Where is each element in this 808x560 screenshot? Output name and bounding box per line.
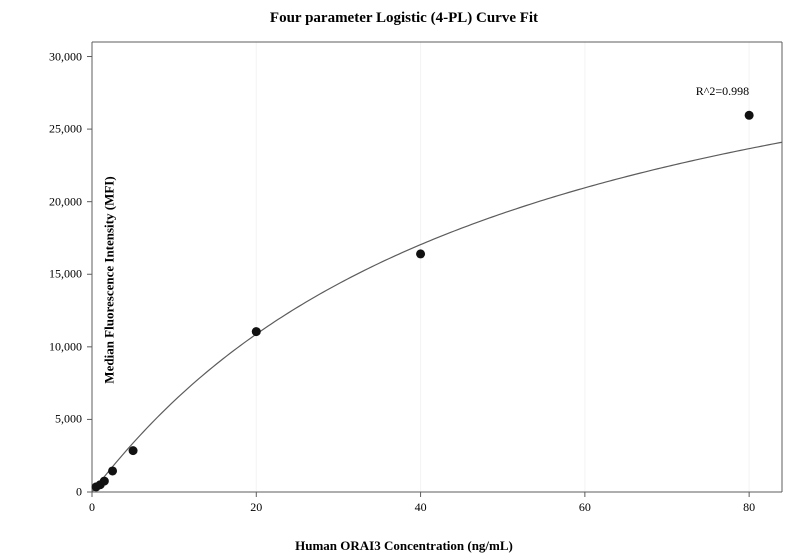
data-point xyxy=(416,249,425,258)
grid xyxy=(92,42,749,492)
xtick-label: 0 xyxy=(89,500,95,515)
data-point xyxy=(100,477,109,486)
plot-area xyxy=(92,42,782,492)
ytick-label: 15,000 xyxy=(49,267,82,282)
chart-container: Four parameter Logistic (4-PL) Curve Fit… xyxy=(0,0,808,560)
ytick-label: 0 xyxy=(76,485,82,500)
xtick-label: 40 xyxy=(415,500,427,515)
ytick-label: 20,000 xyxy=(49,194,82,209)
data-point xyxy=(108,466,117,475)
data-point xyxy=(745,111,754,120)
ytick-label: 25,000 xyxy=(49,122,82,137)
ytick-label: 10,000 xyxy=(49,339,82,354)
xtick-label: 60 xyxy=(579,500,591,515)
data-point xyxy=(129,446,138,455)
axes xyxy=(87,42,782,497)
data-point xyxy=(252,327,261,336)
points xyxy=(92,111,754,492)
fit-curve xyxy=(92,142,782,492)
chart-title: Four parameter Logistic (4-PL) Curve Fit xyxy=(0,10,808,27)
ytick-label: 5,000 xyxy=(55,412,82,427)
xtick-label: 80 xyxy=(743,500,755,515)
ytick-label: 30,000 xyxy=(49,49,82,64)
x-axis-label: Human ORAI3 Concentration (ng/mL) xyxy=(0,538,808,554)
xtick-label: 20 xyxy=(250,500,262,515)
r-squared-label: R^2=0.998 xyxy=(696,84,749,99)
